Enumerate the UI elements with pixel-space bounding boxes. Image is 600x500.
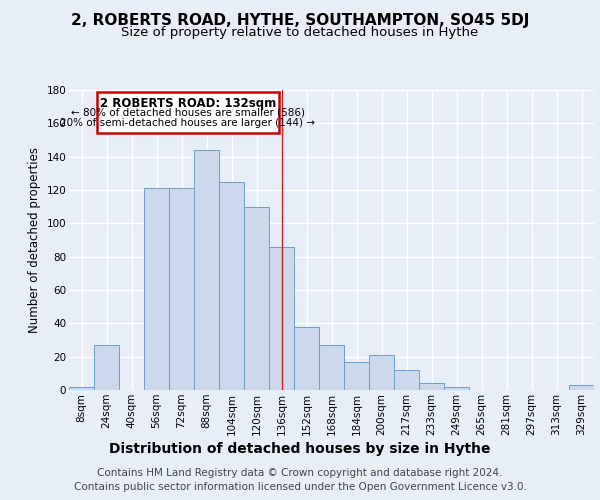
Bar <box>219 182 244 390</box>
Bar <box>169 188 194 390</box>
Bar <box>444 386 469 390</box>
FancyBboxPatch shape <box>97 92 279 134</box>
Bar <box>294 326 319 390</box>
Bar <box>194 150 219 390</box>
Bar <box>419 384 444 390</box>
Text: Contains HM Land Registry data © Crown copyright and database right 2024.
Contai: Contains HM Land Registry data © Crown c… <box>74 468 526 492</box>
Y-axis label: Number of detached properties: Number of detached properties <box>28 147 41 333</box>
Bar <box>319 345 344 390</box>
Bar <box>394 370 419 390</box>
Bar <box>569 385 594 390</box>
Bar <box>69 386 94 390</box>
Text: Distribution of detached houses by size in Hythe: Distribution of detached houses by size … <box>109 442 491 456</box>
Bar <box>269 246 294 390</box>
Text: 2, ROBERTS ROAD, HYTHE, SOUTHAMPTON, SO45 5DJ: 2, ROBERTS ROAD, HYTHE, SOUTHAMPTON, SO4… <box>71 12 529 28</box>
Bar <box>344 362 369 390</box>
Bar <box>369 355 394 390</box>
Bar <box>94 345 119 390</box>
Text: Size of property relative to detached houses in Hythe: Size of property relative to detached ho… <box>121 26 479 39</box>
Text: ← 80% of detached houses are smaller (586): ← 80% of detached houses are smaller (58… <box>71 108 305 118</box>
Text: 2 ROBERTS ROAD: 132sqm: 2 ROBERTS ROAD: 132sqm <box>100 98 276 110</box>
Bar <box>244 206 269 390</box>
Text: 20% of semi-detached houses are larger (144) →: 20% of semi-detached houses are larger (… <box>60 118 315 128</box>
Bar <box>144 188 169 390</box>
